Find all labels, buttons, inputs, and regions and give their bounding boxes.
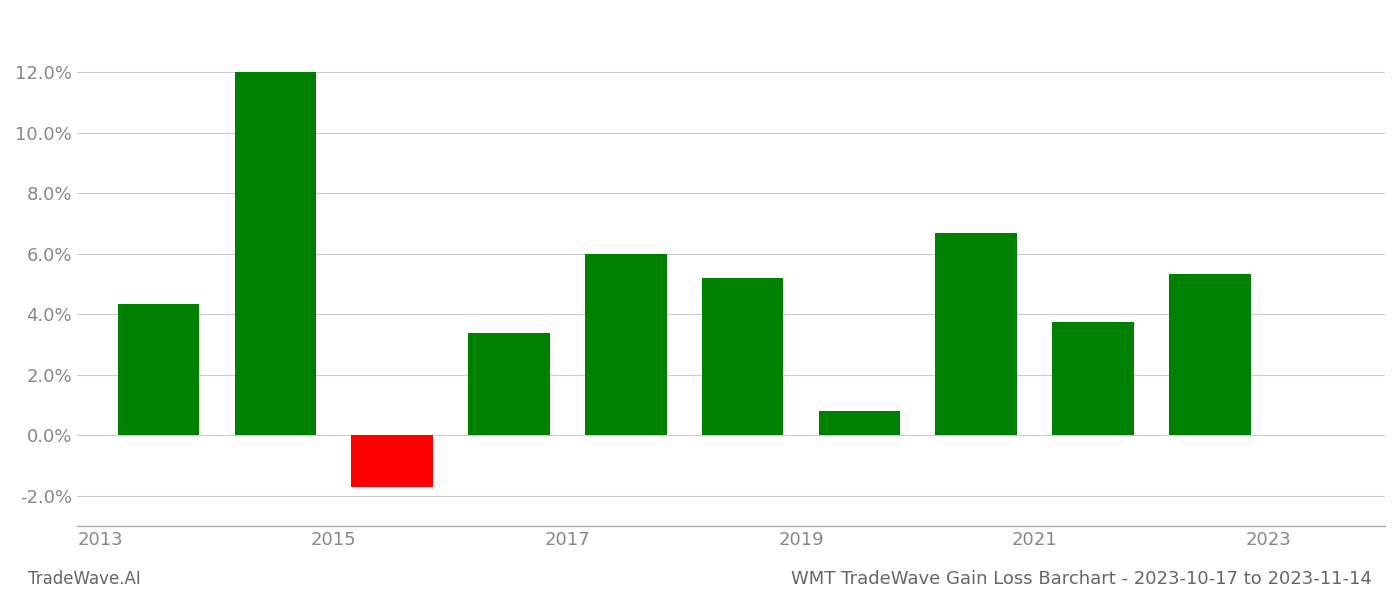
Bar [935,233,1016,436]
Bar [118,304,199,436]
Bar [701,278,784,436]
Bar [468,332,550,436]
Bar [585,254,666,436]
Bar [819,411,900,436]
Text: WMT TradeWave Gain Loss Barchart - 2023-10-17 to 2023-11-14: WMT TradeWave Gain Loss Barchart - 2023-… [791,570,1372,588]
Bar [351,436,433,487]
Bar [1053,322,1134,436]
Bar [1169,274,1250,436]
Bar [235,73,316,436]
Text: TradeWave.AI: TradeWave.AI [28,570,141,588]
